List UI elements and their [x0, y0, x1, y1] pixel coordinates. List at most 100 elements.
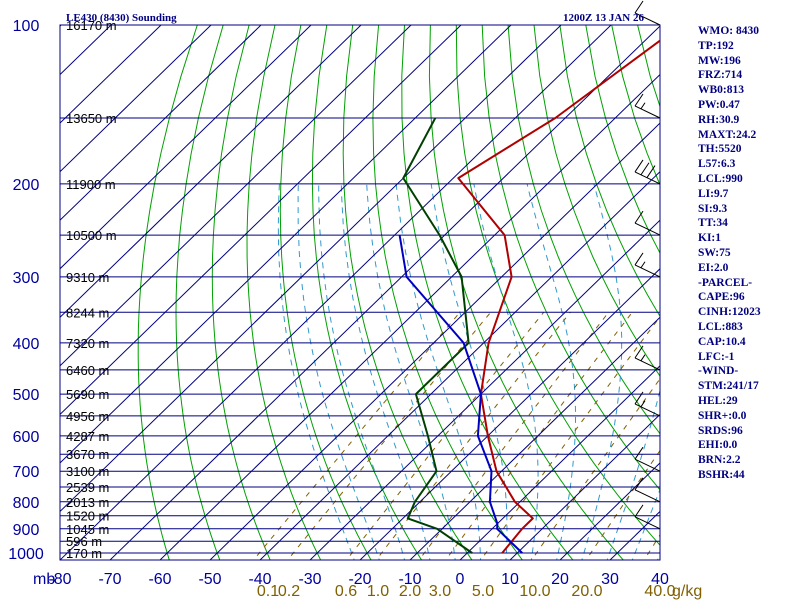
isotherm-line [309, 219, 660, 560]
moist-adiabat-line [430, 183, 508, 560]
index-item: PW:0.47 [698, 98, 740, 111]
dry-adiabat-line [559, 25, 660, 318]
wind-barb-half [640, 261, 646, 268]
height-label: 3100 m [66, 464, 109, 479]
wind-barb [634, 252, 661, 278]
mixing-ratio-label: 3.0 [429, 583, 451, 600]
mixing-ratio-line [375, 311, 571, 560]
wind-barb-full [634, 210, 644, 224]
wind-barb [634, 345, 661, 371]
pressure-tick-label: 300 [13, 270, 40, 287]
height-label: 1520 m [66, 509, 109, 524]
wind-barb [634, 93, 661, 119]
height-label: 5690 m [66, 387, 109, 402]
dry-adiabat-line [481, 25, 660, 491]
pressure-tick-label: 100 [13, 18, 40, 35]
wind-barb-staff [634, 403, 661, 417]
pressure-tick-label: 200 [13, 177, 40, 194]
index-item: CINH:12023 [698, 306, 761, 319]
wind-barb-staff [634, 264, 661, 278]
wind-barb-staff [634, 12, 661, 26]
temperature-tick-label: -20 [348, 571, 371, 588]
moist-adiabat-line [277, 183, 355, 560]
pressure-tick-label: 900 [13, 522, 40, 539]
temperature-tick-label: -70 [98, 571, 121, 588]
pressure-grid [59, 24, 661, 561]
chart-title: LE430 (8430) Sounding [66, 12, 177, 24]
pressure-tick-label: 400 [13, 336, 40, 353]
isotherm-line [359, 268, 660, 560]
wind-barb-staff [634, 458, 661, 472]
wind-barb-half [640, 354, 646, 361]
wind-barb-full [634, 477, 644, 491]
temperature-tick-label: 30 [601, 571, 619, 588]
index-item: -PARCEL- [698, 276, 753, 289]
moist-adiabat-line [297, 183, 380, 560]
height-label: 10500 m [66, 228, 117, 243]
sounding-series [398, 39, 660, 554]
wind-barb-full [640, 162, 650, 176]
isotherm-line [60, 25, 262, 221]
moist-adiabat-line [606, 388, 660, 560]
temperature-tick-label: 40 [651, 571, 669, 588]
dry-adiabat-line [279, 25, 372, 560]
dry-adiabat-line [401, 25, 574, 560]
index-item: LCL:990 [698, 172, 743, 185]
wind-barb-full [634, 345, 644, 359]
height-label: 1045 m [66, 522, 109, 537]
mixing-ratio-label: 0.2 [278, 583, 300, 600]
height-label: 11900 m [66, 177, 116, 192]
dry-adiabat-line [175, 25, 224, 560]
temperature-tick-label: -60 [148, 571, 171, 588]
moist-adiabat-line [526, 183, 576, 560]
wind-barb [634, 391, 661, 417]
dry-adiabat-line [211, 25, 271, 560]
index-item: LFC:-1 [698, 350, 735, 363]
temperature-tick-label: 10 [501, 571, 519, 588]
wind-barb-full [634, 252, 644, 266]
temperature-tick-label: 0 [456, 571, 465, 588]
index-item: LI:9.7 [698, 187, 729, 200]
dry-adiabat-line [585, 25, 660, 255]
index-item: SI:9.3 [698, 202, 728, 215]
mixing-ratio-line [530, 377, 660, 560]
index-item: L57:6.3 [698, 158, 736, 171]
dewpoint-line [402, 117, 473, 554]
mixing-ratio-line [286, 311, 492, 560]
height-label: 13650 m [66, 111, 117, 126]
mixing-ratio-label: 10.0 [519, 583, 550, 600]
wind-barb [634, 210, 661, 236]
index-item: FRZ:714 [698, 69, 743, 82]
temperature-tick-label: -80 [48, 571, 71, 588]
mixing-ratio-label: 1.0 [367, 583, 389, 600]
moist-adiabat-line [473, 183, 539, 560]
height-label: 16170 m [66, 18, 117, 33]
index-item: RH:30.9 [698, 113, 740, 126]
pressure-tick-label: 500 [13, 387, 40, 404]
index-item: -WIND- [698, 365, 739, 378]
isotherm-line [509, 413, 660, 560]
dry-adiabat-line [137, 25, 198, 560]
isotherm-line [60, 25, 62, 27]
isotherm-line [60, 25, 312, 270]
mixing-ratio-unit: g/kg [672, 583, 702, 600]
pressure-tick-label: 700 [13, 464, 40, 481]
wind-barb-full [634, 0, 644, 14]
background-lines [60, 25, 660, 560]
wind-barb [634, 159, 661, 185]
isotherm-line [209, 122, 660, 560]
isotherm-line [159, 73, 660, 560]
mixing-ratio-label: 0.6 [335, 583, 357, 600]
wind-barb-half [640, 102, 646, 110]
height-label: 8244 m [66, 305, 109, 320]
height-label: 596 m [66, 534, 102, 549]
height-label: 2539 m [66, 480, 109, 495]
index-item: CAPE:96 [698, 291, 745, 304]
temperature-tick-label: -30 [298, 571, 321, 588]
index-item: CAP:10.4 [698, 335, 746, 348]
height-label: 9310 m [66, 270, 109, 285]
isotherm-line [409, 316, 660, 560]
index-item: HEL:29 [698, 394, 738, 407]
wind-barb-full [634, 93, 644, 107]
